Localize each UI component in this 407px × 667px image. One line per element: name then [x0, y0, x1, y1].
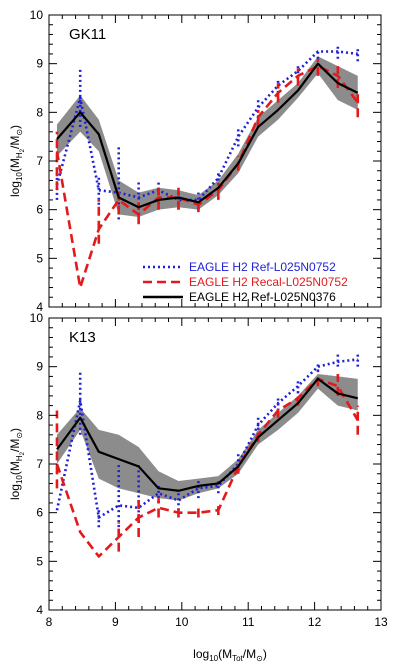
y-tick-label: 7 — [36, 457, 43, 471]
panel-gk11: 4 5 6 7 8 9 10 GK11 log10(MH2/M⊙) EAGLE H2 Ref-L0… — [8, 8, 382, 314]
y-tick-label: 7 — [36, 154, 43, 168]
series-line-1 — [55, 377, 359, 558]
y-tick-label: 5 — [36, 554, 43, 568]
legend-label-1: EAGLE H2 Recal-L025N0752 — [189, 275, 348, 289]
y-axis-label: log10(MH2/M⊙) — [8, 428, 26, 500]
y-tick-label: 10 — [30, 8, 44, 22]
y-tick-label: 9 — [36, 360, 43, 374]
series-line-0 — [55, 358, 358, 519]
x-tick-label: 10 — [175, 615, 189, 629]
x-tick-label: 8 — [46, 615, 53, 629]
x-tick-label: 9 — [112, 615, 119, 629]
y-tick-label: 9 — [36, 57, 43, 71]
y-tick-label: 6 — [36, 203, 43, 217]
scatter-band-2 — [56, 373, 358, 501]
x-tick-label: 12 — [308, 615, 322, 629]
x-tick-label: 13 — [374, 615, 388, 629]
series-line-1 — [55, 64, 359, 289]
panel-label: K13 — [69, 329, 96, 346]
y-tick-label: 6 — [36, 506, 43, 520]
y-axis-label: log10(MH2/M⊙) — [8, 125, 26, 197]
series-line-2 — [56, 377, 359, 492]
x-axis-label: log10(MTot/M⊙) — [193, 647, 267, 663]
y-tick-label: 4 — [36, 603, 43, 617]
legend-label-2: EAGLE H2 Ref-L025N0376 — [189, 290, 336, 304]
y-tick-label: 8 — [36, 408, 43, 422]
panel-k13: 8 9 10 11 12 13 4 5 6 7 8 9 10 K13 log10(MH2/M⊙) — [8, 311, 388, 629]
y-tick-label: 10 — [30, 311, 44, 325]
y-tick-label: 8 — [36, 105, 43, 119]
legend-label-0: EAGLE H2 Ref-L025N0752 — [189, 260, 336, 274]
y-tick-label: 4 — [36, 300, 43, 314]
scatter-band-2 — [56, 56, 358, 217]
series-line-2 — [56, 62, 359, 209]
panel-label: GK11 — [69, 26, 106, 43]
x-tick-label: 11 — [242, 615, 255, 629]
y-tick-label: 5 — [36, 251, 43, 265]
